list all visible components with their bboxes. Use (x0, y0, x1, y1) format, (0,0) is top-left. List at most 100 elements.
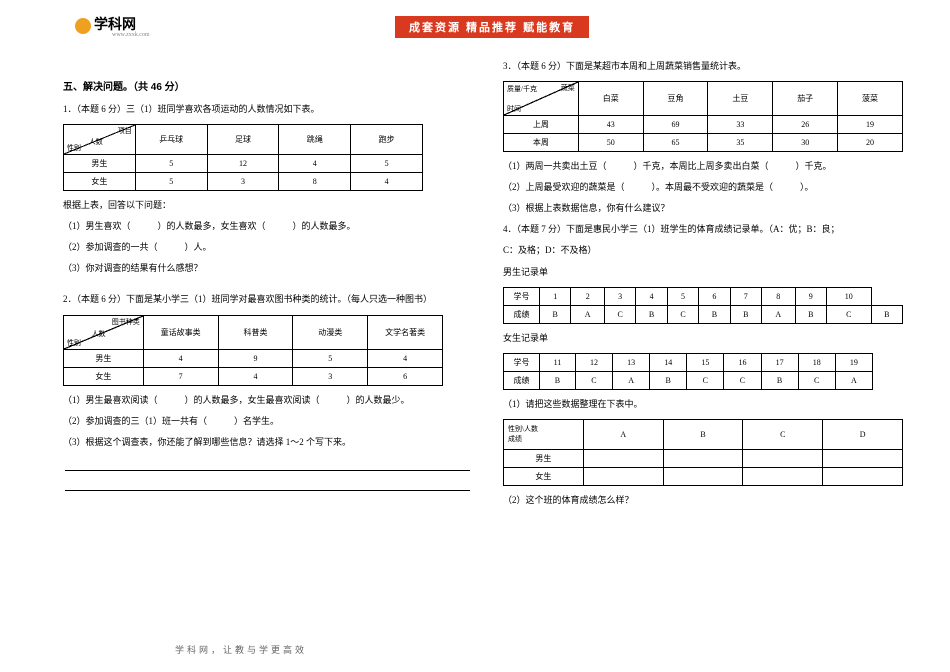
sum-col: A (583, 419, 663, 449)
diag-bot: 性别 (67, 338, 81, 348)
boys-table: 学号12345678910 成绩BACBCBBABCB (503, 287, 903, 324)
q2-cell: 9 (218, 349, 293, 367)
q1-sub2: （2）参加调查的一共（ ）人。 (63, 239, 472, 256)
girls-title: 女生记录单 (503, 330, 912, 347)
record-cell: 18 (798, 353, 835, 371)
q2-rowlabel: 男生 (64, 349, 144, 367)
diag-mid: 人数 (92, 329, 106, 339)
q3-cell: 50 (578, 134, 643, 152)
sum-cell (663, 467, 743, 485)
q1-cell: 12 (207, 155, 279, 173)
diag-mid: 人数 (89, 137, 103, 147)
q3-cell: 30 (773, 134, 838, 152)
record-cell: A (835, 371, 872, 389)
q4-prompt2: C：及格；D：不及格） (503, 242, 912, 259)
record-cell: B (699, 305, 730, 323)
record-cell: 学号 (504, 287, 540, 305)
sum-rowlabel: 男生 (504, 449, 584, 467)
page-right: 3．（本题 6 分）下面是某超市本周和上周蔬菜销售量统计表。 蔬菜 质量/千克 … (495, 50, 920, 640)
record-cell: 14 (650, 353, 687, 371)
q2-rowlabel: 女生 (64, 367, 144, 385)
q2-cell: 4 (143, 349, 218, 367)
q1-cell: 5 (135, 155, 207, 173)
q3-sub2: （2）上周最受欢迎的蔬菜是（ ）。本周最不受欢迎的蔬菜是（ ）。 (503, 179, 912, 196)
header-banner: 成套资源 精品推荐 赋能教育 (395, 16, 589, 38)
record-cell-extra: B (871, 305, 902, 323)
record-cell: B (636, 305, 667, 323)
record-cell: B (540, 305, 571, 323)
diag-bot: 时间 (507, 104, 521, 114)
q1-sub1: （1）男生喜欢（ ）的人数最多，女生喜欢（ ）的人数最多。 (63, 218, 472, 235)
logo-subtext: www.zxxk.com (112, 32, 150, 38)
record-cell: C (724, 371, 761, 389)
record-cell: 3 (604, 287, 635, 305)
logo-text: 学科网 (94, 14, 150, 34)
record-cell: C (604, 305, 635, 323)
record-cell: 8 (762, 287, 796, 305)
q1-col: 足球 (207, 125, 279, 155)
q2-cell: 6 (368, 367, 443, 385)
page-footer: 学科网，让教与学更高效 (175, 643, 307, 656)
q1-col: 跳绳 (279, 125, 351, 155)
sum-cell (583, 467, 663, 485)
q3-cell: 26 (773, 116, 838, 134)
record-cell: 16 (724, 353, 761, 371)
answer-line (65, 457, 470, 471)
q3-rowlabel: 本周 (504, 134, 579, 152)
record-cell: 学号 (504, 353, 540, 371)
logo-icon (75, 18, 91, 34)
record-cell: 19 (835, 353, 872, 371)
record-cell: 5 (667, 287, 698, 305)
sum-cell (743, 467, 823, 485)
record-cell: 17 (761, 353, 798, 371)
q3-cell: 33 (708, 116, 773, 134)
q2-col: 科普类 (218, 315, 293, 349)
summary-diag: 性别\人数成绩 (504, 419, 584, 449)
record-cell: 13 (613, 353, 650, 371)
q1-sub3: （3）你对调查的结果有什么感想？ (63, 260, 472, 277)
sum-col: B (663, 419, 743, 449)
q1-cell: 4 (351, 173, 423, 191)
sum-cell (823, 449, 903, 467)
q1-rowlabel: 男生 (64, 155, 136, 173)
record-cell: C (826, 305, 871, 323)
q1-rowlabel: 女生 (64, 173, 136, 191)
record-cell: 7 (730, 287, 761, 305)
record-cell: 15 (687, 353, 724, 371)
record-cell: C (798, 371, 835, 389)
diag-top: 项目 (118, 126, 132, 136)
record-cell: 10 (826, 287, 871, 305)
q3-prompt: 3．（本题 6 分）下面是某超市本周和上周蔬菜销售量统计表。 (503, 58, 912, 75)
q2-sub3: （3）根据这个调查表，你还能了解到哪些信息？请选择 1～2 个写下来。 (63, 434, 472, 451)
record-cell: 成绩 (504, 305, 540, 323)
q1-cell: 5 (135, 173, 207, 191)
q4-sub1: （1）请把这些数据整理在下表中。 (503, 396, 912, 413)
record-cell: C (667, 305, 698, 323)
q2-table: 图书种类 人数 性别 童话故事类 科普类 动漫类 文学名著类 男生 4 9 5 … (63, 315, 443, 386)
q1-table: 项目 人数 性别 乒乓球 足球 跳绳 跑步 男生 5 12 4 5 女生 5 3… (63, 124, 423, 191)
record-cell: C (687, 371, 724, 389)
record-cell: 9 (795, 287, 826, 305)
q3-col: 豆角 (643, 82, 708, 116)
record-cell: A (571, 305, 605, 323)
record-cell: 1 (540, 287, 571, 305)
q1-diag-header: 项目 人数 性别 (64, 125, 136, 155)
q2-cell: 5 (293, 349, 368, 367)
q3-cell: 35 (708, 134, 773, 152)
answer-line (65, 477, 470, 491)
record-cell: A (613, 371, 650, 389)
record-cell: B (540, 371, 576, 389)
record-cell: 4 (636, 287, 667, 305)
q2-cell: 4 (218, 367, 293, 385)
record-cell: A (762, 305, 796, 323)
q3-cell: 69 (643, 116, 708, 134)
q3-cell: 65 (643, 134, 708, 152)
q3-sub3: （3）根据上表数据信息，你有什么建议？ (503, 200, 912, 217)
q3-col: 白菜 (578, 82, 643, 116)
record-cell: 6 (699, 287, 730, 305)
q2-sub2: （2）参加调查的三（1）班一共有（ ）名学生。 (63, 413, 472, 430)
record-cell: B (795, 305, 826, 323)
summary-table: 性别\人数成绩 A B C D 男生 女生 (503, 419, 903, 486)
q2-sub1: （1）男生最喜欢阅读（ ）的人数最多，女生最喜欢阅读（ ）的人数最少。 (63, 392, 472, 409)
q1-prompt: 1．（本题 6 分）三（1）班同学喜欢各项运动的人数情况如下表。 (63, 101, 472, 118)
